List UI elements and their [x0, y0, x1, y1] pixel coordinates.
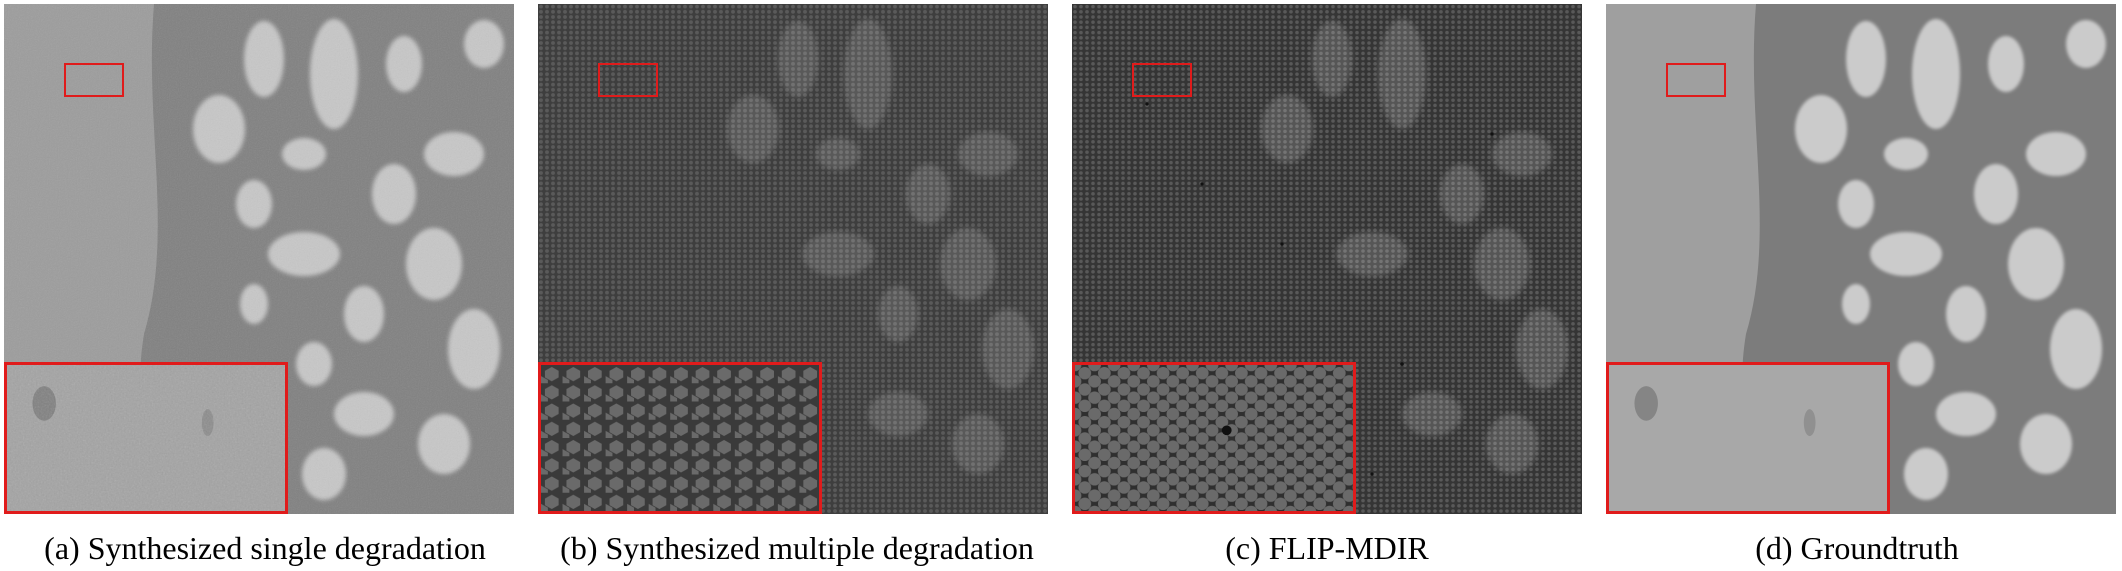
zoom-inset: [538, 362, 822, 514]
zoom-inset: [1072, 362, 1356, 514]
zoom-inset: [1606, 362, 1890, 514]
roi-box: [64, 63, 124, 97]
panel-c-image: [1072, 4, 1582, 514]
panel-d-image: [1606, 4, 2116, 514]
panel-b-image: [538, 4, 1048, 514]
caption-d: (d) Groundtruth: [1755, 530, 1959, 566]
panel-a-image: [4, 4, 514, 514]
inset-a: [7, 365, 285, 511]
inset-d: [1609, 365, 1887, 511]
roi-box: [1666, 63, 1726, 97]
roi-box: [598, 63, 658, 97]
roi-box: [1132, 63, 1192, 97]
caption-a: (a) Synthesized single degradation: [44, 530, 486, 566]
caption-b: (b) Synthesized multiple degradation: [560, 530, 1034, 566]
caption-c: (c) FLIP-MDIR: [1225, 530, 1429, 566]
zoom-inset: [4, 362, 288, 514]
inset-b: [541, 365, 819, 511]
inset-c: [1075, 365, 1353, 511]
